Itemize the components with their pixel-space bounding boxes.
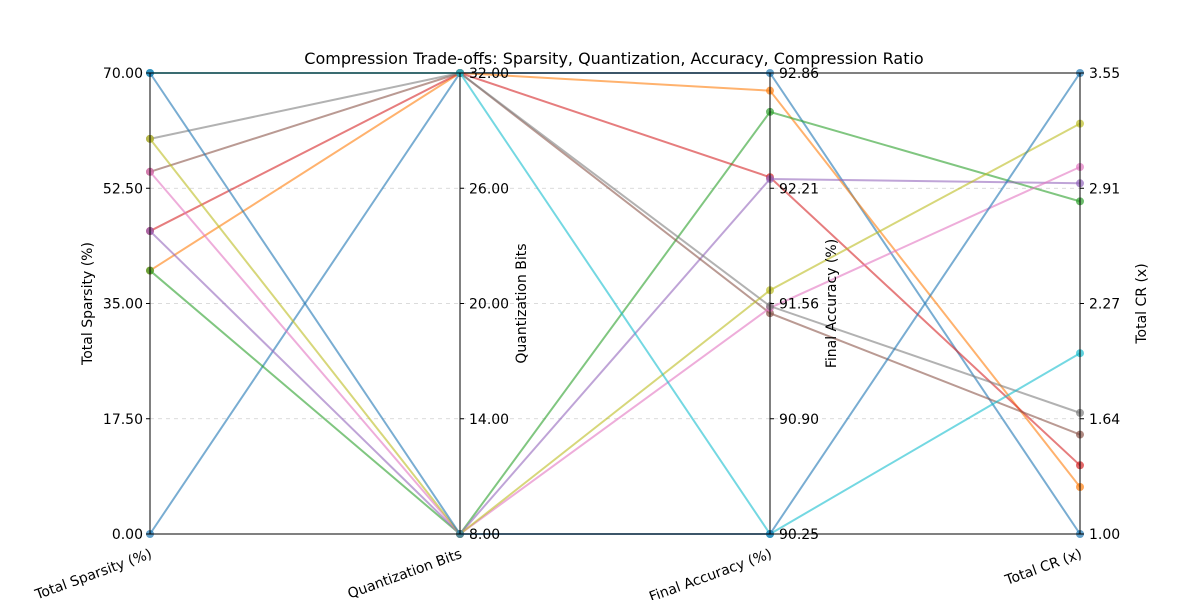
tick-label: 17.50 — [103, 412, 143, 428]
axis-3: 1.00 1.64 2.27 2.91 3.55 Total CR (x) Total CR… — [1002, 66, 1150, 589]
tick-label: 3.55 — [1089, 66, 1120, 82]
axis-label: Total Sparsity (%) — [80, 242, 96, 366]
category-label: Quantization Bits — [346, 546, 464, 600]
tick-label: 20.00 — [469, 297, 509, 313]
tick-label: 14.00 — [469, 412, 509, 428]
tick-label: 32.00 — [469, 66, 509, 82]
series-line — [149, 71, 1081, 467]
tick-label: 1.64 — [1089, 412, 1120, 428]
axis-0: 0.00 17.50 35.00 52.50 70.00 Total Sparsity (… — [32, 66, 154, 600]
axis-1: 8.00 14.00 20.00 26.00 32.00 Quantization Bit… — [346, 66, 530, 600]
series-2 — [146, 107, 1084, 538]
tick-label: 70.00 — [103, 66, 143, 82]
tick-label: 90.25 — [779, 527, 819, 543]
tick-label: 26.00 — [469, 181, 509, 197]
chart-title: Compression Trade-offs: Sparsity, Quanti… — [304, 49, 923, 68]
series-line — [149, 177, 1081, 536]
series-line — [149, 71, 1081, 488]
tick-label: 2.91 — [1089, 181, 1120, 197]
tick-label: 52.50 — [103, 181, 143, 197]
tick-label: 90.90 — [779, 412, 819, 428]
series-line — [149, 122, 1081, 536]
series-line — [149, 166, 1081, 536]
axis-label: Final Accuracy (%) — [824, 239, 840, 368]
category-label: Final Accuracy (%) — [647, 546, 774, 600]
tick-label: 8.00 — [469, 527, 500, 543]
tick-label: 2.27 — [1089, 297, 1120, 313]
tick-label: 0.00 — [112, 527, 143, 543]
series-line — [149, 71, 1081, 436]
category-label: Total Sparsity (%) — [32, 546, 154, 600]
series-line — [149, 110, 1081, 536]
tick-label: 35.00 — [103, 297, 143, 313]
series-1 — [146, 69, 1084, 491]
category-label: Total CR (x) — [1002, 546, 1084, 589]
tick-label: 1.00 — [1089, 527, 1120, 543]
axis-label: Total CR (x) — [1134, 263, 1150, 344]
axis-label: Quantization Bits — [514, 243, 530, 363]
tick-label: 91.56 — [779, 297, 819, 313]
tick-label: 92.86 — [779, 66, 819, 82]
tick-label: 92.21 — [779, 181, 819, 197]
series-6 — [146, 163, 1084, 538]
axes-layer: 0.00 17.50 35.00 52.50 70.00 Total Sparsity (… — [32, 66, 1150, 600]
series-line — [149, 71, 1081, 414]
